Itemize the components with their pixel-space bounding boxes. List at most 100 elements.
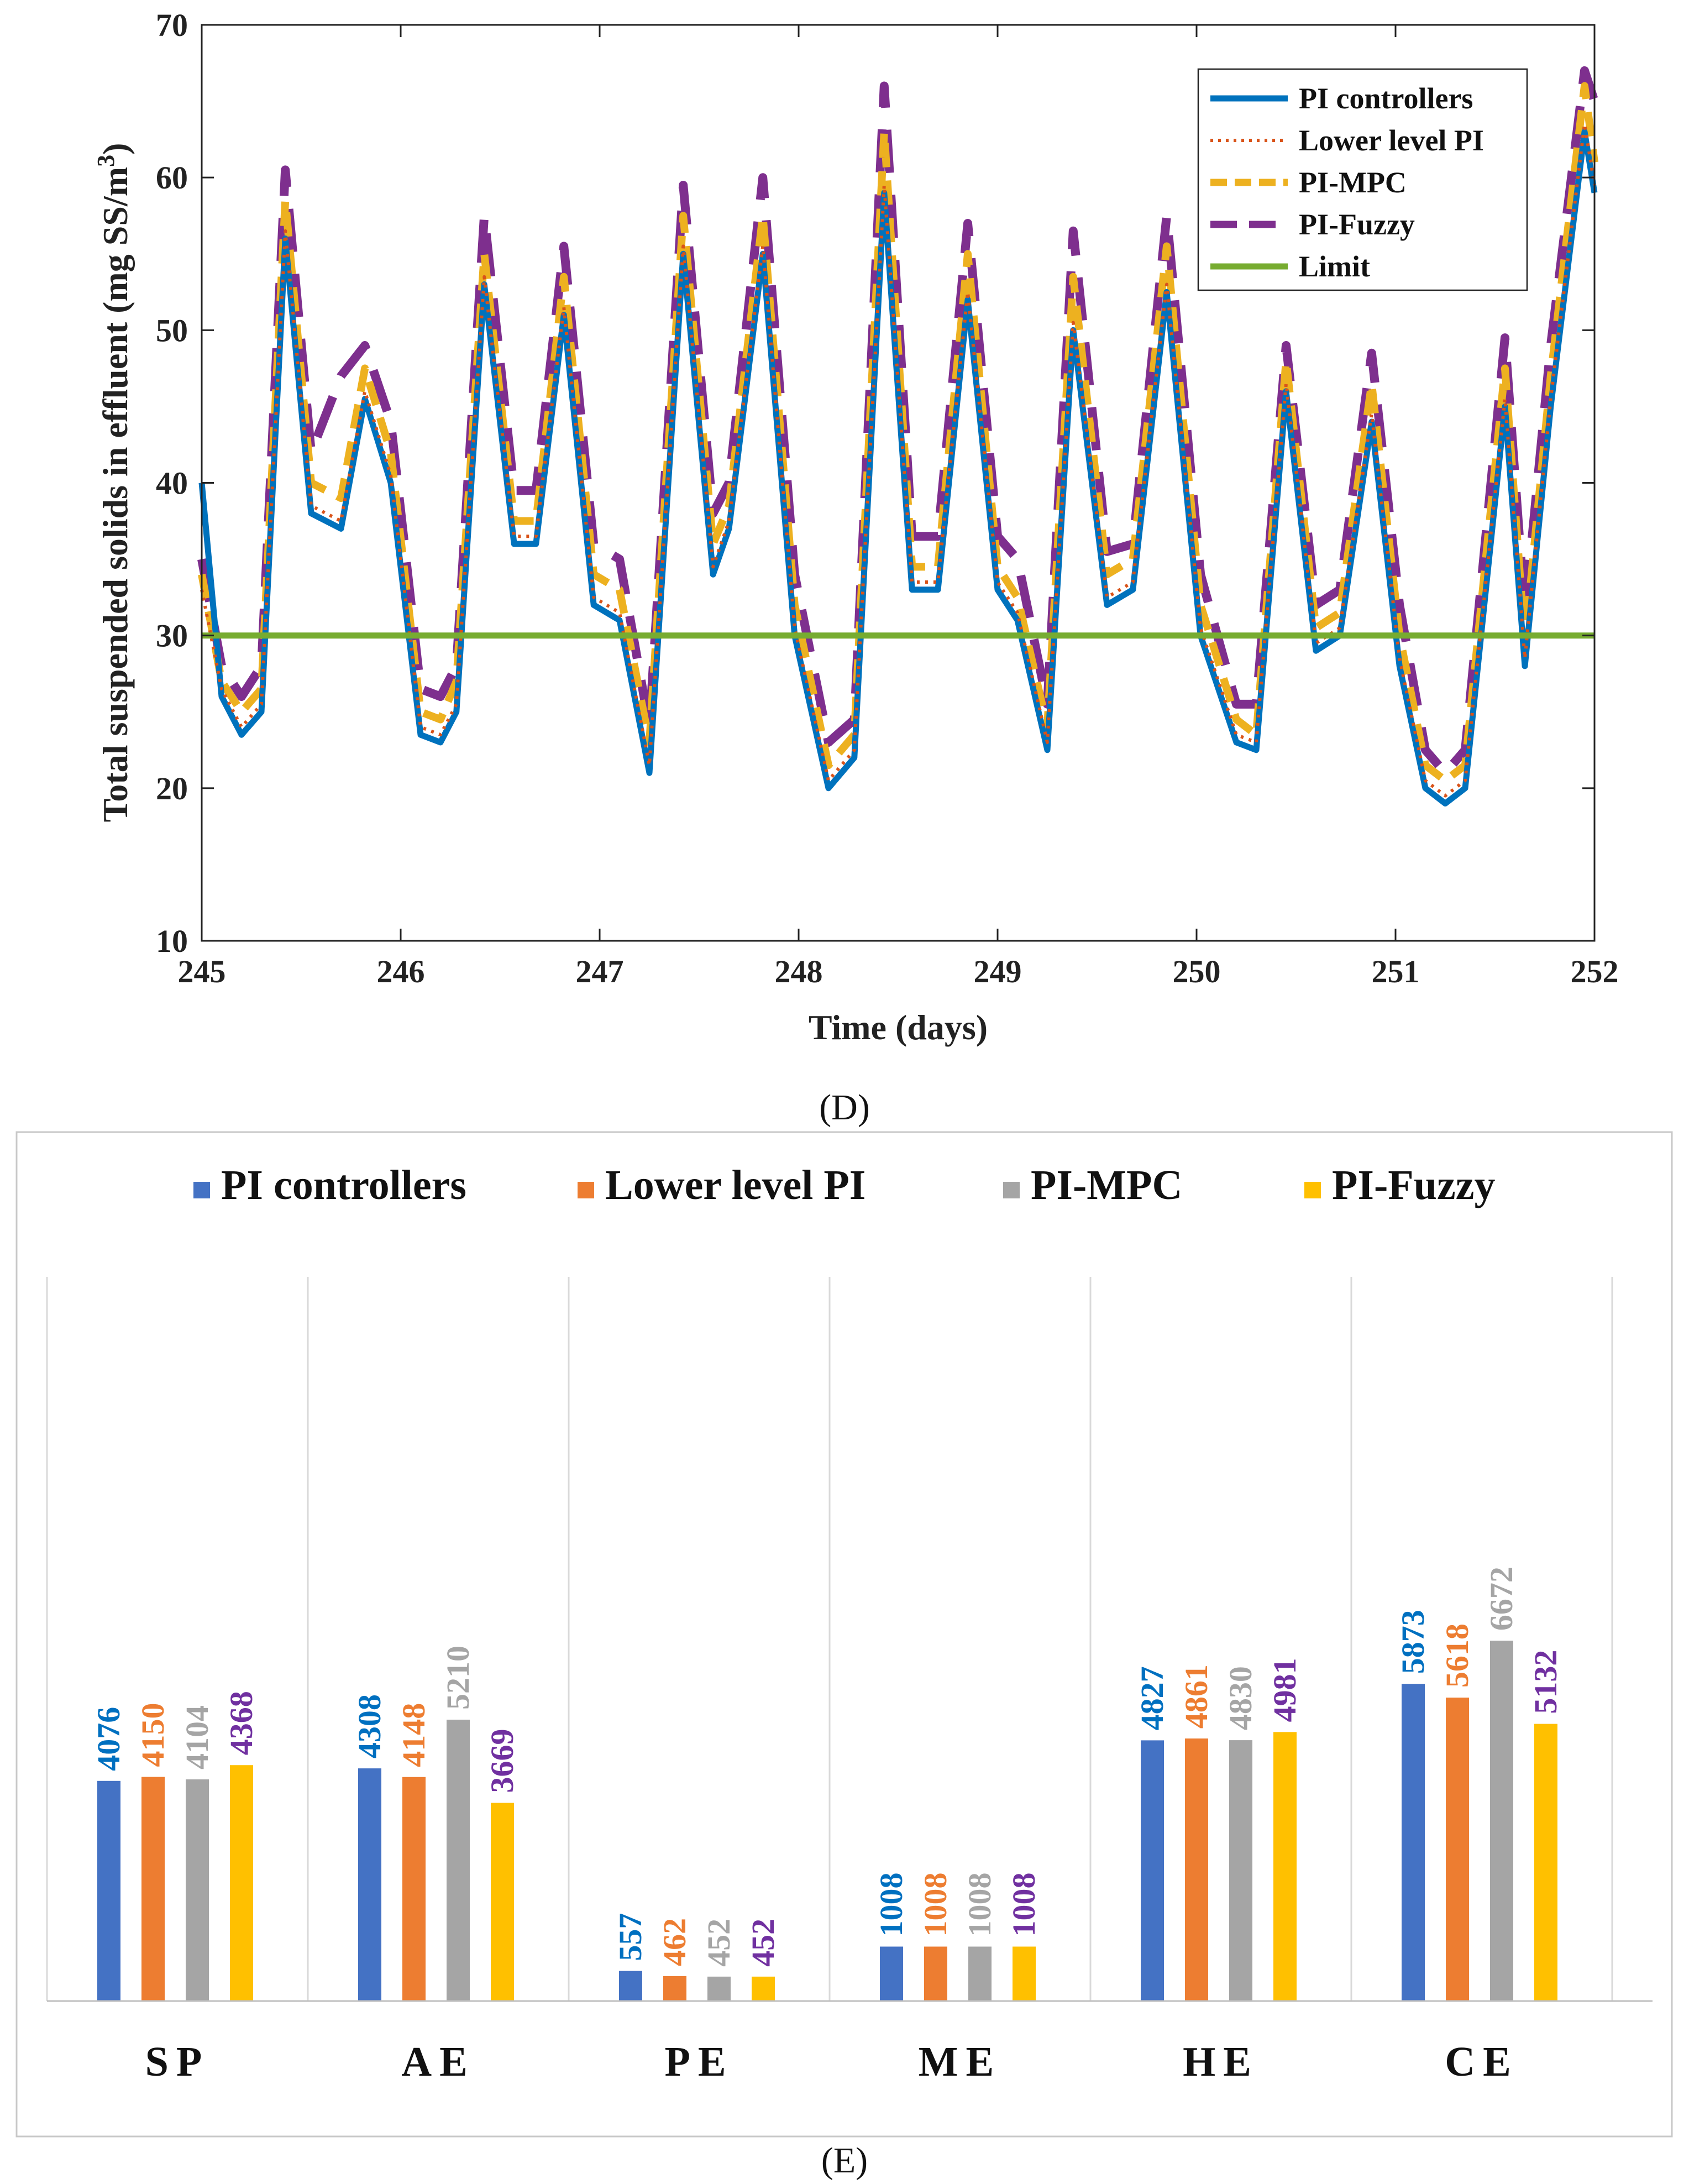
legend-label-pi-fuzzy: PI-Fuzzy	[1299, 208, 1415, 241]
x-tick-label: 251	[1372, 954, 1420, 989]
x-tick-label: 248	[775, 954, 823, 989]
legend: PI controllers Lower level PI PI-MPC PI-Fuz…	[193, 1162, 1495, 1208]
bar-sp-pi-fuzzy	[230, 1765, 253, 2001]
category-label-pe: PE	[664, 2039, 733, 2085]
y-axis-label-end: )	[96, 143, 135, 155]
data-label-ae-pi-mpc: 5210	[440, 1646, 476, 1710]
data-label-ce-pi-mpc: 6672	[1483, 1567, 1519, 1631]
bar-ce-pi-mpc	[1490, 1641, 1513, 2001]
bar-ae-pi-controllers	[358, 1768, 381, 2001]
legend-box	[1197, 68, 1528, 291]
data-label-ce-lower-level-pi: 5618	[1439, 1623, 1475, 1688]
data-label-he-lower-level-pi: 4861	[1178, 1664, 1214, 1729]
line-chart-panel: 245 246 247 248 249 250 251 252 10 20 30 40 50 60 70 T…	[92, 7, 1619, 1128]
category-label-sp: SP	[145, 2039, 210, 2085]
data-label-sp-pi-mpc: 4104	[179, 1705, 215, 1769]
bar-ce-lower-level-pi	[1446, 1698, 1469, 2001]
panel-label-d: (D)	[819, 1087, 870, 1128]
legend-label-lower-level-pi: Lower level PI	[1299, 124, 1484, 157]
data-label-pe-lower-level-pi: 462	[657, 1918, 693, 1966]
bar-sp-lower-level-pi	[141, 1777, 165, 2001]
y-tick-label: 50	[156, 312, 188, 348]
bar-pe-pi-mpc	[707, 1976, 731, 2001]
data-label-me-pi-controllers: 1008	[873, 1873, 909, 1937]
data-label-ce-pi-fuzzy: 5132	[1528, 1650, 1564, 1714]
y-tick-label: 70	[156, 7, 188, 43]
x-tick-label: 245	[178, 954, 226, 989]
bar-pe-pi-fuzzy	[752, 1976, 775, 2001]
bar-me-pi-controllers	[880, 1946, 903, 2001]
line-series-group	[197, 66, 1599, 806]
bar-sp-pi-controllers	[97, 1780, 120, 2001]
bar-he-pi-controllers	[1141, 1740, 1164, 2001]
legend-swatch-pi-mpc	[1003, 1182, 1020, 1198]
legend-swatch-pi-controllers	[193, 1182, 210, 1198]
axis-ticks: 245 246 247 248 249 250 251 252 10 20 30 40 50 60 70	[156, 7, 1619, 989]
legend-label-pi-mpc: PI-MPC	[1031, 1162, 1182, 1208]
y-tick-label: 30	[156, 618, 188, 654]
data-label-sp-pi-controllers: 4076	[91, 1707, 127, 1771]
bar-sp-pi-mpc	[186, 1779, 209, 2001]
category-dividers	[46, 1277, 1613, 2001]
category-label-he: HE	[1183, 2039, 1259, 2085]
y-tick-label: 60	[156, 160, 188, 196]
data-label-sp-pi-fuzzy: 4368	[223, 1691, 259, 1755]
series-line-lower-level-pi	[200, 122, 1596, 798]
bar-he-lower-level-pi	[1185, 1738, 1208, 2001]
data-label-ae-pi-fuzzy: 3669	[484, 1729, 520, 1793]
legend-label-pi-fuzzy: PI-Fuzzy	[1332, 1162, 1495, 1208]
y-tick-label: 40	[156, 465, 188, 501]
y-axis-label-superscript: 3	[92, 155, 119, 167]
legend-swatch-pi-fuzzy	[1304, 1182, 1321, 1198]
legend: PI controllers Lower level PI PI-MPC PI-Fuz…	[1197, 68, 1528, 291]
x-tick-label: 252	[1571, 954, 1619, 989]
category-labels: SP AE PE ME HE CE	[145, 2039, 1519, 2085]
data-label-pe-pi-fuzzy: 452	[745, 1919, 781, 1967]
bar-me-lower-level-pi	[924, 1946, 947, 2001]
data-label-me-pi-mpc: 1008	[962, 1873, 998, 1937]
legend-label-limit: Limit	[1299, 250, 1370, 283]
legend-swatch-lower-level-pi	[578, 1182, 594, 1198]
legend-label-pi-mpc: PI-MPC	[1299, 166, 1407, 199]
bar-ce-pi-fuzzy	[1534, 1724, 1557, 2001]
bar-me-pi-fuzzy	[1013, 1946, 1036, 2001]
data-label-pe-pi-controllers: 557	[612, 1913, 648, 1961]
bar-ae-lower-level-pi	[402, 1777, 426, 2001]
x-axis-label: Time (days)	[809, 1008, 988, 1047]
legend-label-pi-controllers: PI controllers	[221, 1162, 466, 1208]
bar-ae-pi-mpc	[447, 1719, 470, 2001]
y-axis-label-main: Total suspended solids in effluent (mg S…	[96, 167, 135, 822]
data-label-sp-lower-level-pi: 4150	[135, 1703, 171, 1767]
bar-ae-pi-fuzzy	[491, 1803, 514, 2001]
category-label-ae: AE	[401, 2039, 475, 2085]
bar-ce-pi-controllers	[1402, 1684, 1425, 2001]
bar-pe-pi-controllers	[619, 1971, 642, 2001]
legend-label-lower-level-pi: Lower level PI	[605, 1162, 866, 1208]
data-label-pe-pi-mpc: 452	[701, 1919, 737, 1967]
x-tick-label: 246	[377, 954, 425, 989]
bar-chart-panel: PI controllers Lower level PI PI-MPC PI-Fuz…	[15, 1131, 1673, 2181]
category-label-ce: CE	[1445, 2039, 1519, 2085]
data-label-he-pi-controllers: 4827	[1134, 1666, 1170, 1730]
bar-he-pi-fuzzy	[1273, 1732, 1297, 2001]
y-tick-label: 10	[156, 923, 188, 959]
x-tick-label: 250	[1173, 954, 1221, 989]
category-label-me: ME	[919, 2039, 1001, 2085]
x-tick-label: 249	[974, 954, 1022, 989]
bar-he-pi-mpc	[1229, 1740, 1252, 2001]
y-axis-label: Total suspended solids in effluent (mg S…	[92, 143, 135, 823]
y-tick-label: 20	[156, 771, 188, 806]
bar-me-pi-mpc	[968, 1946, 992, 2001]
data-label-me-pi-fuzzy: 1008	[1006, 1873, 1042, 1937]
data-label-ce-pi-controllers: 5873	[1395, 1610, 1431, 1674]
data-label-ae-pi-controllers: 4308	[352, 1694, 387, 1758]
data-label-me-lower-level-pi: 1008	[917, 1873, 953, 1937]
bar-pe-lower-level-pi	[663, 1976, 686, 2001]
x-tick-label: 247	[576, 954, 624, 989]
panel-label-e: (E)	[821, 2140, 868, 2181]
data-label-ae-lower-level-pi: 4148	[396, 1703, 432, 1767]
data-label-he-pi-mpc: 4830	[1223, 1666, 1258, 1730]
data-label-he-pi-fuzzy: 4981	[1267, 1658, 1303, 1722]
